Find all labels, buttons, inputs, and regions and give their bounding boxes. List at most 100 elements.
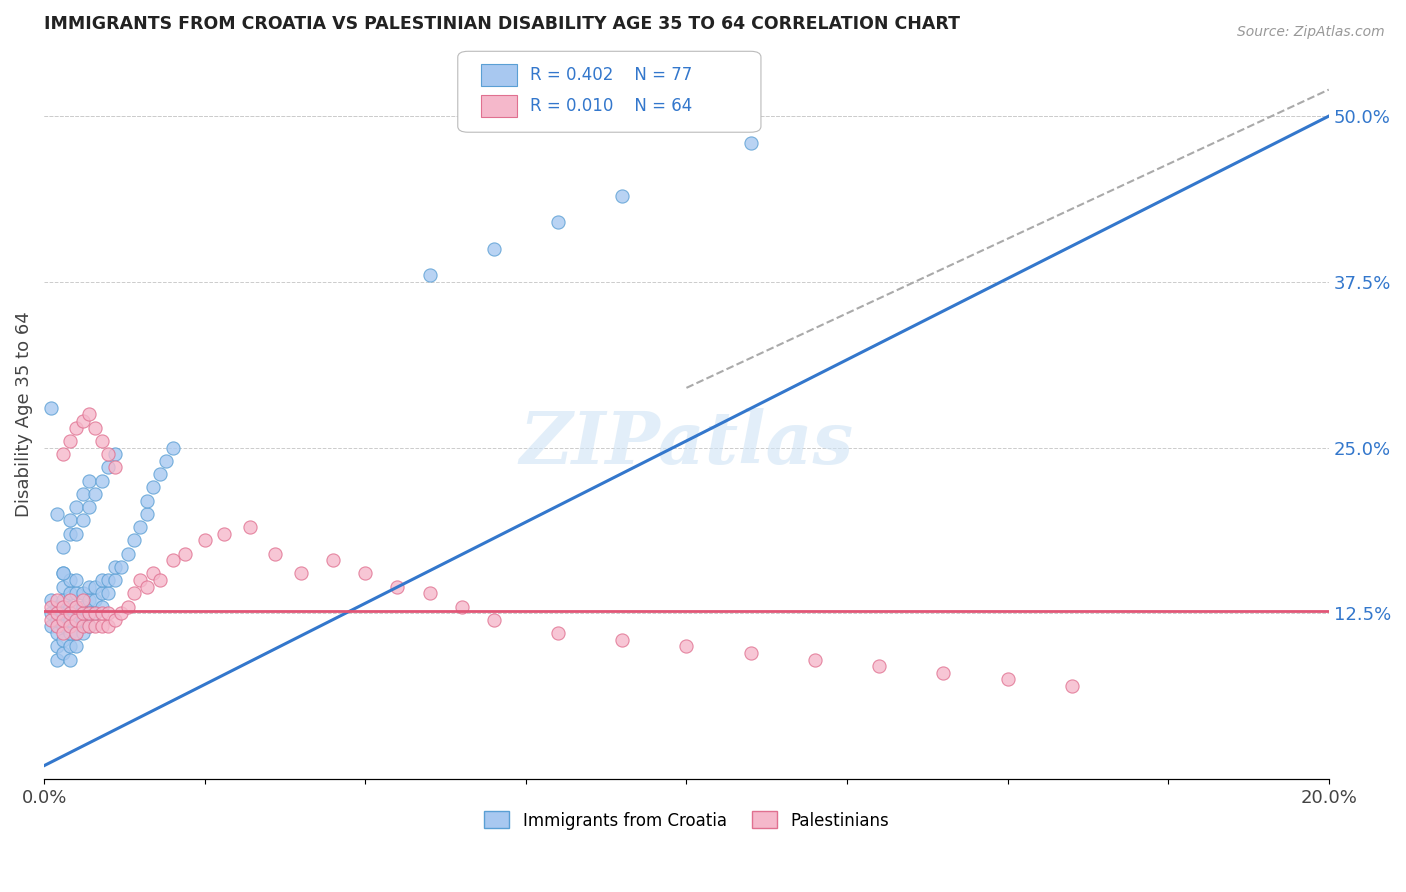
Point bbox=[65, 613, 87, 627]
Point bbox=[59, 652, 82, 666]
Text: ZIPatlas: ZIPatlas bbox=[519, 408, 853, 479]
Point bbox=[52, 619, 75, 633]
Point bbox=[212, 526, 235, 541]
Point bbox=[612, 188, 634, 202]
FancyBboxPatch shape bbox=[458, 52, 761, 132]
Point bbox=[149, 467, 172, 481]
Point bbox=[52, 580, 75, 594]
Bar bbox=[481, 64, 517, 87]
Point bbox=[142, 480, 165, 494]
Point bbox=[65, 613, 87, 627]
Point bbox=[104, 613, 127, 627]
Point bbox=[129, 573, 152, 587]
Point bbox=[46, 640, 69, 654]
Point bbox=[418, 586, 440, 600]
Point bbox=[194, 533, 217, 548]
Point bbox=[322, 553, 344, 567]
Point bbox=[482, 242, 505, 256]
Point bbox=[39, 619, 62, 633]
Point bbox=[84, 606, 107, 620]
Text: R = 0.402    N = 77: R = 0.402 N = 77 bbox=[530, 66, 692, 85]
Point bbox=[450, 599, 472, 614]
Point bbox=[97, 586, 120, 600]
Point bbox=[52, 566, 75, 581]
Point bbox=[90, 434, 112, 448]
Point bbox=[46, 507, 69, 521]
Point bbox=[72, 586, 94, 600]
Point bbox=[65, 626, 87, 640]
Point bbox=[46, 606, 69, 620]
Point bbox=[104, 559, 127, 574]
Point bbox=[72, 593, 94, 607]
Bar bbox=[481, 95, 517, 117]
Point bbox=[135, 580, 157, 594]
Point bbox=[117, 547, 139, 561]
Point bbox=[387, 580, 409, 594]
Point bbox=[72, 619, 94, 633]
Point bbox=[59, 526, 82, 541]
Point bbox=[46, 593, 69, 607]
Point bbox=[740, 646, 762, 660]
Point bbox=[90, 619, 112, 633]
Point bbox=[65, 586, 87, 600]
Point bbox=[72, 487, 94, 501]
Point bbox=[97, 606, 120, 620]
Point bbox=[675, 640, 697, 654]
Point bbox=[547, 215, 569, 229]
Point bbox=[59, 619, 82, 633]
Text: R = 0.010    N = 64: R = 0.010 N = 64 bbox=[530, 97, 692, 115]
Point bbox=[162, 553, 184, 567]
Point bbox=[155, 454, 177, 468]
Point bbox=[84, 420, 107, 434]
Point bbox=[122, 533, 145, 548]
Point bbox=[52, 613, 75, 627]
Point bbox=[868, 659, 890, 673]
Point bbox=[77, 408, 100, 422]
Point bbox=[135, 493, 157, 508]
Point bbox=[110, 606, 132, 620]
Point bbox=[162, 441, 184, 455]
Point bbox=[174, 547, 197, 561]
Point bbox=[740, 136, 762, 150]
Point bbox=[39, 613, 62, 627]
Point bbox=[65, 640, 87, 654]
Point bbox=[59, 434, 82, 448]
Point bbox=[84, 606, 107, 620]
Point bbox=[52, 540, 75, 554]
Point bbox=[97, 573, 120, 587]
Point bbox=[39, 401, 62, 415]
Point bbox=[72, 414, 94, 428]
Point bbox=[59, 573, 82, 587]
Point bbox=[122, 586, 145, 600]
Point bbox=[77, 619, 100, 633]
Point bbox=[52, 632, 75, 647]
Point bbox=[59, 593, 82, 607]
Point bbox=[39, 599, 62, 614]
Point bbox=[59, 599, 82, 614]
Point bbox=[77, 606, 100, 620]
Point bbox=[52, 646, 75, 660]
Point bbox=[77, 500, 100, 515]
Point bbox=[84, 580, 107, 594]
Point bbox=[52, 626, 75, 640]
Point bbox=[142, 566, 165, 581]
Point bbox=[84, 487, 107, 501]
Point bbox=[90, 573, 112, 587]
Point bbox=[59, 626, 82, 640]
Point bbox=[77, 580, 100, 594]
Point bbox=[418, 268, 440, 283]
Point bbox=[612, 632, 634, 647]
Point bbox=[77, 593, 100, 607]
Point bbox=[77, 619, 100, 633]
Point bbox=[84, 619, 107, 633]
Point bbox=[46, 599, 69, 614]
Point bbox=[104, 447, 127, 461]
Point bbox=[129, 520, 152, 534]
Point bbox=[1060, 679, 1083, 693]
Point bbox=[90, 599, 112, 614]
Point bbox=[104, 460, 127, 475]
Point bbox=[290, 566, 312, 581]
Point bbox=[264, 547, 287, 561]
Point bbox=[39, 606, 62, 620]
Point bbox=[46, 652, 69, 666]
